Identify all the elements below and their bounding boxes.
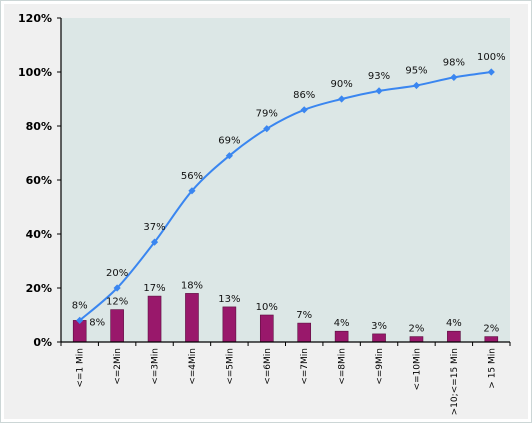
line-data-label: 56%: [181, 171, 203, 182]
bar-data-label: 13%: [218, 294, 240, 305]
y-tick-label: 40%: [26, 228, 52, 241]
bar-data-label: 8%: [89, 317, 105, 328]
line-point-2: [150, 238, 159, 246]
line-data-label: 20%: [106, 268, 128, 279]
line-point-11: [487, 68, 495, 76]
x-tick-label: >10;<=15 Min: [450, 348, 460, 415]
line-data-label: 79%: [256, 109, 278, 120]
line-point-1: [113, 284, 121, 292]
line-data-label: 98%: [443, 57, 465, 68]
bar-8: [372, 333, 386, 343]
bar-3: [185, 293, 199, 343]
line-point-0: [76, 316, 84, 324]
line-point-5: [263, 125, 271, 133]
bar-7: [334, 330, 349, 343]
line-point-9: [412, 81, 421, 90]
x-tick-label: <=8Min: [338, 348, 348, 385]
x-tick-label: <=7Min: [300, 348, 310, 385]
x-tick-label: <=9Min: [375, 348, 385, 385]
y-tick-label: 80%: [26, 120, 52, 133]
x-tick-label: <=1 Min: [76, 348, 86, 388]
bar-data-label: 2%: [409, 324, 425, 335]
line-data-label: 90%: [331, 79, 353, 90]
bar-2: [147, 295, 162, 343]
bar-5: [259, 314, 274, 343]
line-point-8: [375, 87, 383, 95]
bar-data-label: 12%: [106, 297, 128, 308]
line-point-10: [450, 73, 458, 81]
bar-1: [110, 309, 124, 343]
y-tick-label: 60%: [26, 174, 52, 187]
line-data-label: 86%: [293, 90, 315, 101]
y-tick-label: 0%: [33, 336, 52, 349]
bar-data-label: 7%: [296, 310, 312, 321]
line-point-4: [225, 152, 233, 160]
line-data-label: 93%: [368, 71, 390, 82]
line-data-label: 69%: [218, 136, 240, 147]
bar-data-label: 17%: [143, 283, 165, 294]
line-point-6: [300, 106, 308, 114]
bar-data-label: 18%: [181, 280, 203, 291]
bar-4: [222, 306, 237, 343]
x-tick-label: <=6Min: [263, 348, 273, 385]
y-tick-label: 100%: [18, 66, 52, 79]
bar-data-label: 3%: [371, 321, 387, 332]
bar-11: [484, 336, 499, 343]
y-tick-label: 20%: [26, 282, 52, 295]
x-tick-label: > 15 Min: [487, 348, 497, 389]
x-tick-label: <=4Min: [188, 348, 198, 385]
bar-data-label: 10%: [256, 302, 278, 313]
x-tick-label: <=3Min: [151, 348, 161, 385]
bar-data-label: 2%: [483, 324, 499, 335]
y-tick-label: 120%: [18, 12, 52, 25]
bar-10: [447, 330, 461, 343]
line-data-label: 100%: [477, 52, 506, 63]
x-tick-label: <=5Min: [225, 348, 235, 385]
line-point-7: [338, 95, 346, 103]
bar-6: [297, 322, 312, 343]
plot-area: [61, 18, 510, 342]
x-tick-label: <=10Min: [412, 348, 422, 391]
line-point-3: [188, 187, 196, 195]
cumulative-line: [79, 71, 492, 322]
bar-9: [409, 336, 424, 343]
bar-data-label: 4%: [334, 318, 350, 329]
line-data-label: 37%: [143, 222, 165, 233]
bar-data-label: 4%: [446, 318, 462, 329]
x-tick-label: <=2Min: [113, 348, 123, 385]
line-data-label: 95%: [405, 66, 427, 77]
line-data-label: 8%: [72, 300, 88, 311]
